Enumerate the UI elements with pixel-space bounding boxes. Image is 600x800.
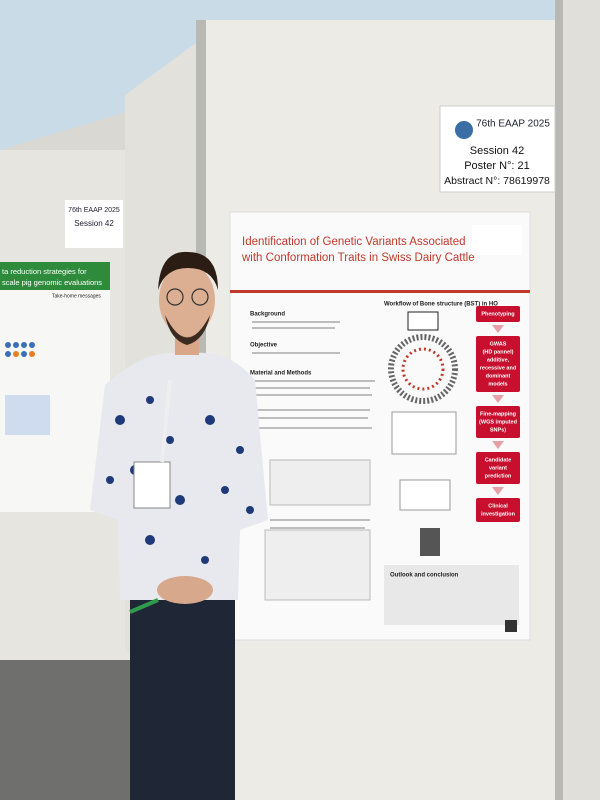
circos-plot — [401, 347, 445, 391]
poster-title: with Conformation Traits in Swiss Dairy … — [241, 252, 475, 264]
workflow-title: Workflow of Bone structure (BST) in HO — [384, 302, 498, 308]
shirt — [90, 352, 268, 600]
sign-abstract: Abstract N°: 78619978 — [444, 175, 550, 187]
workflow-arrow — [492, 441, 504, 449]
hair — [158, 251, 218, 290]
poster-title: Identification of Genetic Variants Assoc… — [242, 236, 466, 248]
workflow-step-label: Clinical — [488, 503, 508, 509]
poster-table — [264, 529, 371, 601]
xray-image — [420, 528, 440, 556]
lanyard — [160, 379, 172, 463]
left-poster-title: scale pig genomic evaluations — [2, 278, 102, 287]
workflow-step — [476, 452, 520, 484]
beard — [165, 315, 210, 345]
left-poster-title: ta reduction strategies for — [2, 267, 87, 276]
glasses — [166, 288, 209, 306]
section-title: Outlook and conclusion — [390, 573, 459, 579]
workflow-step-label: variant — [489, 465, 507, 471]
section-title: Material and Methods — [250, 371, 312, 377]
left-poster-figure — [5, 342, 35, 357]
sign-logo — [455, 121, 473, 139]
circos-plot — [388, 334, 458, 404]
section-title: Background — [250, 312, 285, 318]
poster-text — [252, 321, 375, 529]
workflow-step-label: investigation — [481, 511, 516, 517]
left-poster — [0, 262, 110, 512]
workflow-step-label: (HD pannel) — [483, 349, 514, 355]
sign-event: 76th EAAP 2025 — [68, 207, 120, 214]
poster-rule — [230, 290, 530, 293]
workflow-steps: Phenotyping GWAS (HD pannel) additive, reces… — [476, 306, 520, 522]
face — [159, 264, 215, 336]
workflow-step-label: dominant — [486, 373, 511, 379]
workflow-step-label: prediction — [485, 473, 512, 479]
cow-icon — [407, 311, 439, 331]
left-poster-header — [0, 262, 110, 290]
left-sign — [65, 200, 123, 248]
sign-poster: Poster N°: 21 — [464, 160, 530, 172]
workflow-step-label: (WGS imputed — [479, 419, 517, 425]
workflow-step-label: recessive and — [480, 365, 516, 371]
workflow-step-label: models — [488, 381, 507, 387]
poster-table — [269, 459, 371, 506]
sign-event: 76th EAAP 2025 — [476, 119, 550, 130]
workflow-step-label: Candidate — [485, 457, 512, 463]
workflow-step-label: Phenotyping — [481, 311, 514, 317]
workflow-step — [476, 406, 520, 438]
right-board — [560, 0, 600, 800]
right-sign — [439, 105, 556, 193]
sign-session: Session 42 — [470, 145, 524, 157]
workflow-step-label: Fine-mapping — [480, 411, 516, 417]
workflow-arrow — [492, 395, 504, 403]
trousers — [130, 580, 235, 800]
name-badge — [133, 461, 171, 509]
sign-session: Session 42 — [74, 219, 114, 228]
workflow-arrow — [492, 325, 504, 333]
workflow-step — [476, 498, 520, 522]
uni-logo — [472, 225, 522, 255]
hands — [157, 576, 213, 604]
left-poster-figure — [5, 395, 50, 435]
outlook-box — [384, 565, 519, 625]
left-poster-box: Take-home messages — [52, 293, 101, 299]
pen — [129, 598, 159, 614]
manhattan-plot — [391, 411, 457, 455]
workflow-step-label: GWAS — [490, 341, 507, 347]
workflow-arrow — [492, 487, 504, 495]
section-title: Objective — [250, 343, 278, 349]
boxplot — [399, 479, 451, 511]
workflow-step-label: additive, — [487, 357, 510, 363]
workflow-step — [476, 306, 520, 322]
workflow-step-label: SNPs) — [490, 427, 506, 433]
board-frame — [555, 0, 563, 800]
workflow-step — [476, 336, 520, 392]
qr-code — [505, 620, 517, 632]
